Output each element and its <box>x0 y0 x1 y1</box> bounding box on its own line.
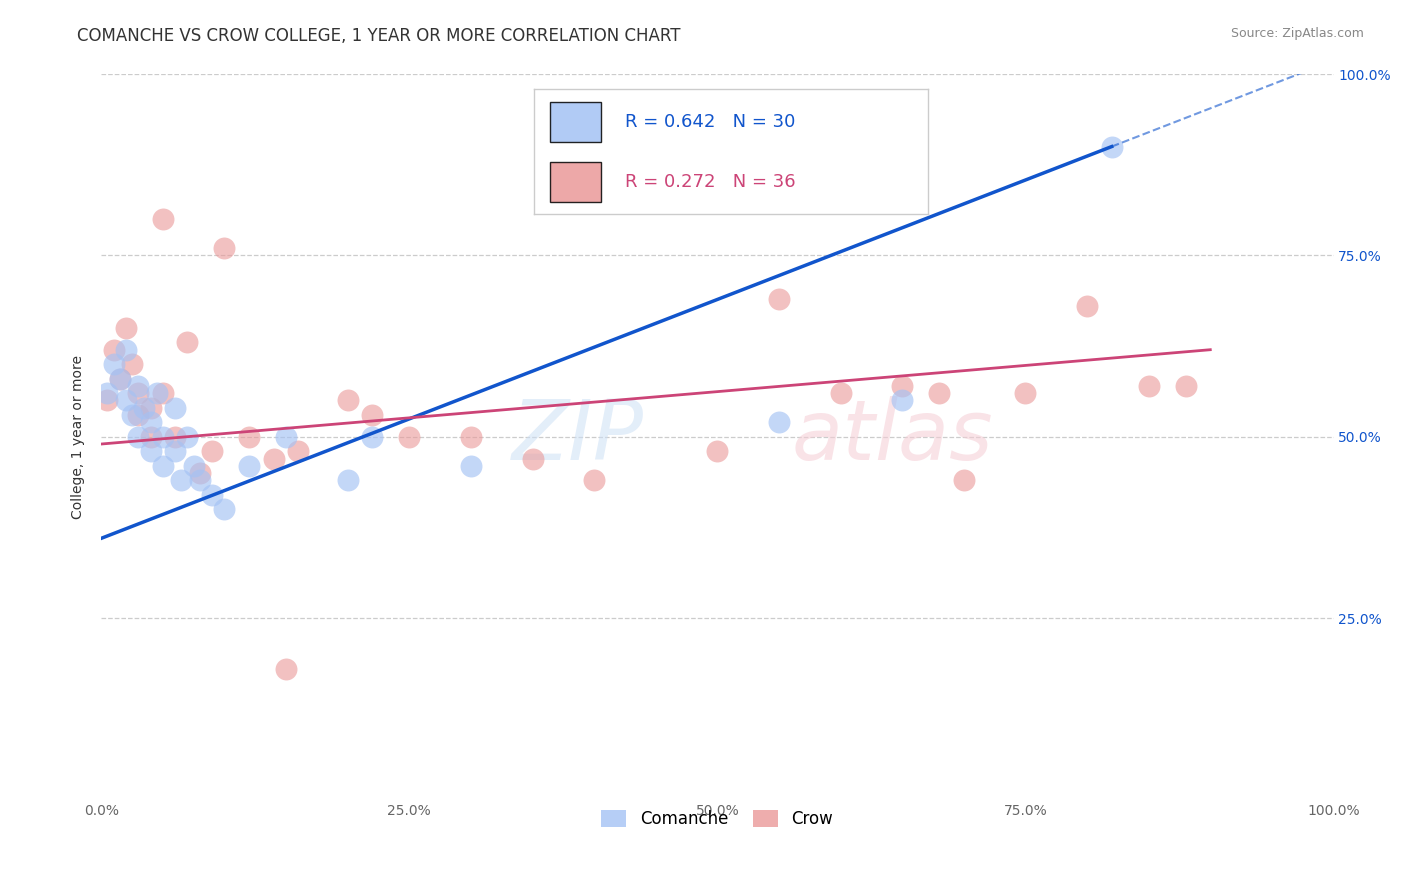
Point <box>121 357 143 371</box>
Point <box>274 430 297 444</box>
Point <box>398 430 420 444</box>
Point <box>460 458 482 473</box>
Point <box>145 386 167 401</box>
Point <box>188 473 211 487</box>
Point <box>274 662 297 676</box>
Point <box>830 386 852 401</box>
Point <box>1076 299 1098 313</box>
Text: R = 0.642   N = 30: R = 0.642 N = 30 <box>624 112 796 130</box>
Point <box>238 430 260 444</box>
Point <box>928 386 950 401</box>
Text: R = 0.272   N = 36: R = 0.272 N = 36 <box>624 173 796 191</box>
Legend: Comanche, Crow: Comanche, Crow <box>595 803 839 835</box>
Point <box>214 241 236 255</box>
Point <box>139 444 162 458</box>
Point <box>139 430 162 444</box>
Text: Source: ZipAtlas.com: Source: ZipAtlas.com <box>1230 27 1364 40</box>
Point <box>953 473 976 487</box>
Point <box>103 357 125 371</box>
Point <box>115 393 138 408</box>
Point <box>115 343 138 357</box>
Point <box>188 466 211 480</box>
Point <box>1014 386 1036 401</box>
Text: atlas: atlas <box>792 396 993 477</box>
Text: COMANCHE VS CROW COLLEGE, 1 YEAR OR MORE CORRELATION CHART: COMANCHE VS CROW COLLEGE, 1 YEAR OR MORE… <box>77 27 681 45</box>
Point <box>96 393 118 408</box>
Text: ZIP: ZIP <box>512 396 644 477</box>
Point <box>152 430 174 444</box>
Point <box>706 444 728 458</box>
Point <box>201 444 224 458</box>
Point <box>201 488 224 502</box>
Point <box>336 473 359 487</box>
Point <box>891 393 914 408</box>
Point <box>121 408 143 422</box>
Point <box>176 430 198 444</box>
Point <box>108 372 131 386</box>
Point <box>768 415 790 429</box>
Point <box>183 458 205 473</box>
Point <box>108 372 131 386</box>
Point <box>115 321 138 335</box>
Point <box>152 386 174 401</box>
Point <box>152 458 174 473</box>
Point <box>583 473 606 487</box>
Point <box>460 430 482 444</box>
Y-axis label: College, 1 year or more: College, 1 year or more <box>72 355 86 519</box>
Point <box>170 473 193 487</box>
Point <box>1101 139 1123 153</box>
Point <box>127 386 149 401</box>
Point <box>263 451 285 466</box>
FancyBboxPatch shape <box>550 102 602 142</box>
Point <box>134 401 156 415</box>
Point <box>127 408 149 422</box>
FancyBboxPatch shape <box>550 161 602 202</box>
Point <box>165 401 187 415</box>
Point <box>152 212 174 227</box>
Point <box>361 408 384 422</box>
Point <box>336 393 359 408</box>
Point <box>287 444 309 458</box>
Point <box>361 430 384 444</box>
Point <box>165 430 187 444</box>
Point <box>139 415 162 429</box>
Point <box>768 292 790 306</box>
Point <box>891 379 914 393</box>
Point <box>214 502 236 516</box>
Point <box>127 379 149 393</box>
Point <box>139 401 162 415</box>
Point <box>165 444 187 458</box>
Point <box>1137 379 1160 393</box>
Point <box>127 430 149 444</box>
Point <box>1174 379 1197 393</box>
Point <box>103 343 125 357</box>
Point <box>176 335 198 350</box>
Point <box>238 458 260 473</box>
Point <box>96 386 118 401</box>
Point <box>522 451 544 466</box>
